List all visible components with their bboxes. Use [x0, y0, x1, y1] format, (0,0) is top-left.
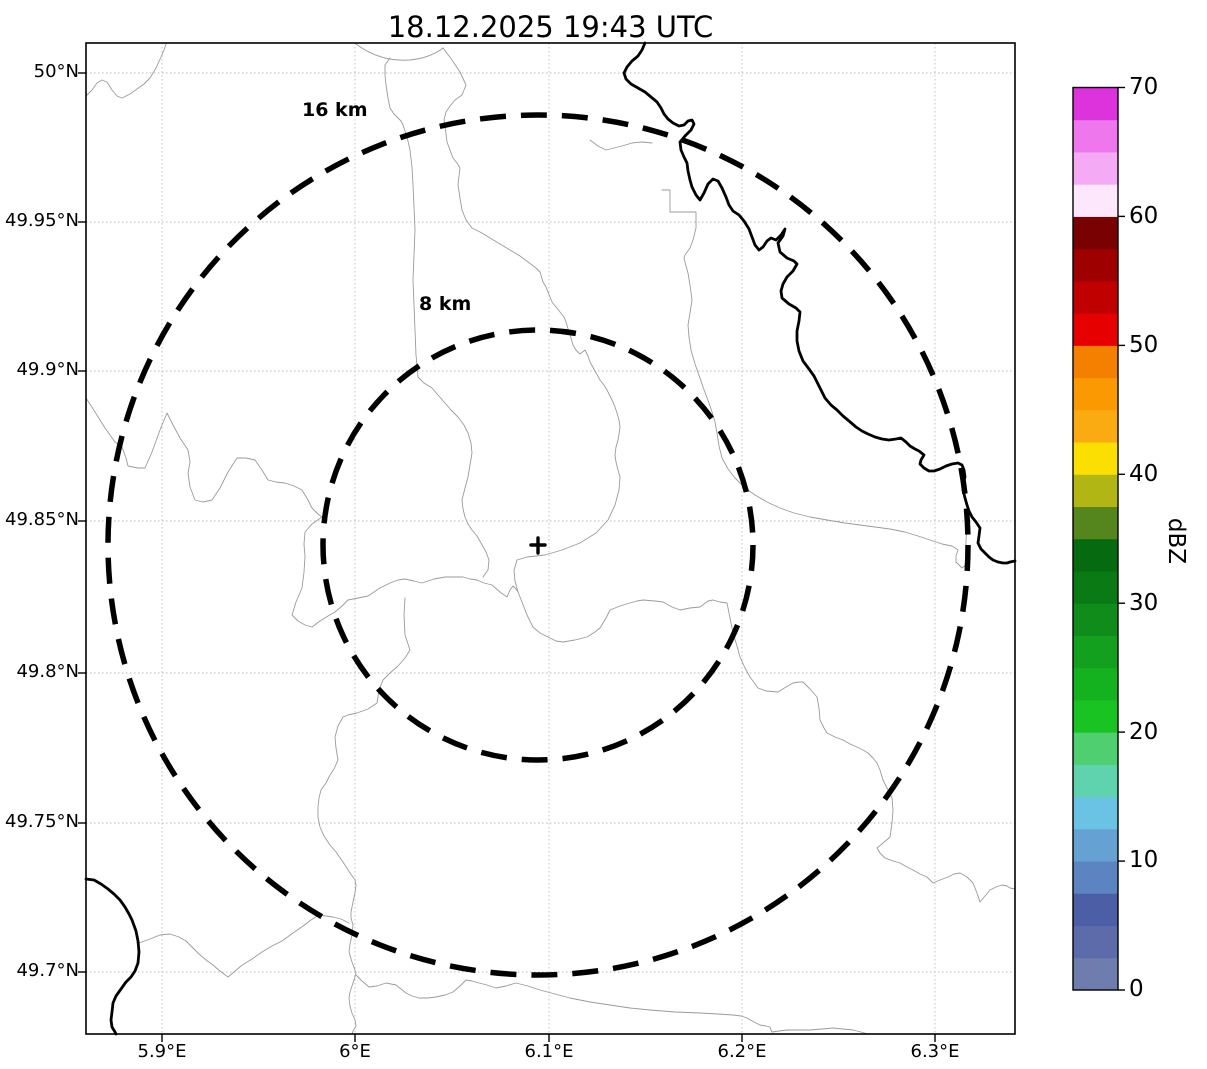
boundary-east-stair-a	[589, 139, 653, 151]
colorbar-axis-label: dBZ	[1163, 517, 1189, 565]
boundary-east-stair-b	[661, 189, 970, 569]
colorbar-segment	[1073, 667, 1118, 701]
colorbar-segment	[1073, 216, 1118, 250]
x-tick-label: 6.1°E	[524, 1041, 574, 1062]
colorbar-tick-label: 60	[1129, 203, 1159, 229]
colorbar-segment	[1073, 442, 1118, 475]
colorbar-segment	[1073, 570, 1118, 604]
boundary-top-arc	[355, 43, 444, 61]
river-lines	[84, 41, 1017, 1036]
colorbar-tick-label: 50	[1129, 332, 1159, 358]
x-tick-label: 5.9°E	[137, 1041, 187, 1062]
river-east	[622, 41, 1017, 565]
range-rings	[105, 112, 971, 978]
y-tick-label: 49.85°N	[5, 509, 79, 530]
x-tick-label: 6.3°E	[910, 1041, 960, 1062]
colorbar-segment	[1073, 538, 1118, 572]
colorbar-segment	[1073, 345, 1118, 379]
colorbar-segment	[1073, 506, 1118, 540]
range-ring-8km-label: 8 km	[419, 293, 472, 315]
colorbar-segment	[1073, 313, 1118, 346]
colorbar-segment	[1073, 764, 1118, 798]
colorbar-tick-marks	[1118, 86, 1125, 991]
colorbar-segment	[1073, 699, 1118, 733]
colorbar-segment	[1073, 409, 1118, 443]
range-ring-16km	[105, 112, 971, 978]
colorbar-tick-label: 0	[1129, 976, 1144, 1002]
boundary-topleft	[85, 43, 167, 99]
colorbar-segment	[1073, 377, 1118, 411]
colorbar-tick-label: 10	[1129, 847, 1159, 873]
boundary-center-south	[317, 597, 411, 1035]
colorbar-tick-label: 20	[1129, 719, 1159, 745]
y-tick-label: 49.7°N	[16, 960, 79, 981]
colorbar-segment	[1073, 184, 1118, 217]
colorbar-segment	[1073, 151, 1118, 185]
river-southwest	[84, 877, 141, 1036]
colorbar-segment	[1073, 861, 1118, 894]
map-frame	[85, 42, 1016, 1035]
colorbar-segment	[1073, 893, 1118, 927]
colorbar-frame	[1072, 86, 1119, 991]
graticule-gridlines	[86, 43, 1015, 1034]
colorbar-segment	[1073, 280, 1118, 314]
x-tick-label: 6.2°E	[717, 1041, 767, 1062]
colorbar-segment	[1073, 474, 1118, 508]
colorbar-segment	[1073, 248, 1118, 282]
colorbar-segment	[1073, 957, 1118, 991]
radar-center-marker	[529, 536, 547, 555]
range-ring-16km-label: 16 km	[302, 99, 368, 121]
axis-tick-marks	[78, 72, 936, 1042]
colorbar-segment	[1073, 732, 1118, 765]
colorbar-segment	[1073, 635, 1118, 669]
boundary-north-2	[442, 47, 621, 593]
y-tick-label: 49.8°N	[16, 661, 79, 682]
colorbar-segment	[1073, 119, 1118, 153]
y-tick-label: 50°N	[33, 61, 79, 82]
boundary-south-east	[355, 974, 869, 1035]
colorbar-tick-label: 40	[1129, 461, 1159, 487]
colorbar-segment	[1073, 925, 1118, 959]
boundary-lines	[85, 43, 1016, 1035]
boundary-north-1	[384, 57, 490, 578]
y-tick-label: 49.75°N	[5, 811, 79, 832]
boundary-west-long	[85, 397, 1016, 903]
y-tick-label: 49.9°N	[16, 359, 79, 380]
colorbar-tick-label: 70	[1129, 74, 1159, 100]
boundary-southwest-branch	[138, 914, 350, 978]
y-tick-label: 49.95°N	[5, 210, 79, 231]
colorbar-tick-label: 30	[1129, 590, 1159, 616]
colorbar-cells	[1073, 87, 1118, 991]
colorbar-segment	[1073, 87, 1118, 121]
figure-title: 18.12.2025 19:43 UTC	[387, 10, 714, 44]
colorbar-segment	[1073, 796, 1118, 830]
colorbar-segment	[1073, 828, 1118, 862]
range-ring-8km	[320, 327, 756, 763]
colorbar-segment	[1073, 603, 1118, 636]
x-tick-label: 6°E	[339, 1041, 371, 1062]
